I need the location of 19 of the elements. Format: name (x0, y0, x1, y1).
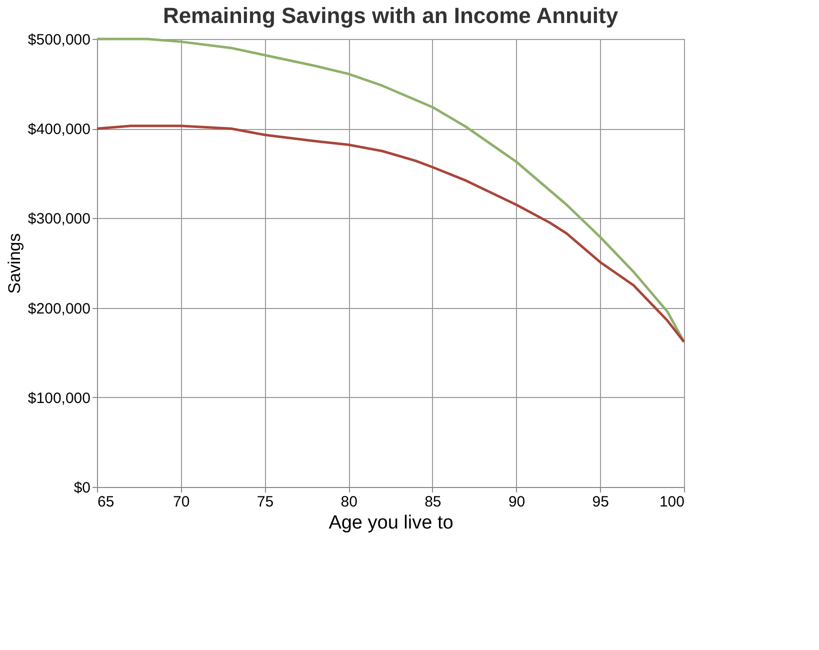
x-tick-label: 100 (659, 494, 684, 510)
x-tick-label: 65 (98, 494, 114, 510)
x-tick-label: 95 (592, 494, 609, 510)
chart-title: Remaining Savings with an Income Annuity (162, 3, 619, 28)
y-tick-label: $500,000 (28, 32, 90, 48)
x-tick-label: 90 (508, 494, 526, 510)
x-tick-label: 85 (424, 494, 442, 510)
x-tick-label: 75 (256, 494, 274, 510)
y-tick-label: $200,000 (28, 300, 90, 318)
line-series (96, 38, 686, 344)
line-series (96, 124, 686, 344)
y-tick-label: $100,000 (28, 390, 90, 407)
x-axis-title: Age you live to (328, 512, 454, 534)
y-tick-label: $0 (74, 480, 90, 496)
y-tick-label: $400,000 (28, 121, 90, 138)
y-axis-title: Savings (4, 233, 24, 294)
y-tick-label: $300,000 (28, 210, 90, 228)
x-tick-label: 70 (173, 494, 190, 510)
x-tick-label: 80 (340, 494, 358, 510)
